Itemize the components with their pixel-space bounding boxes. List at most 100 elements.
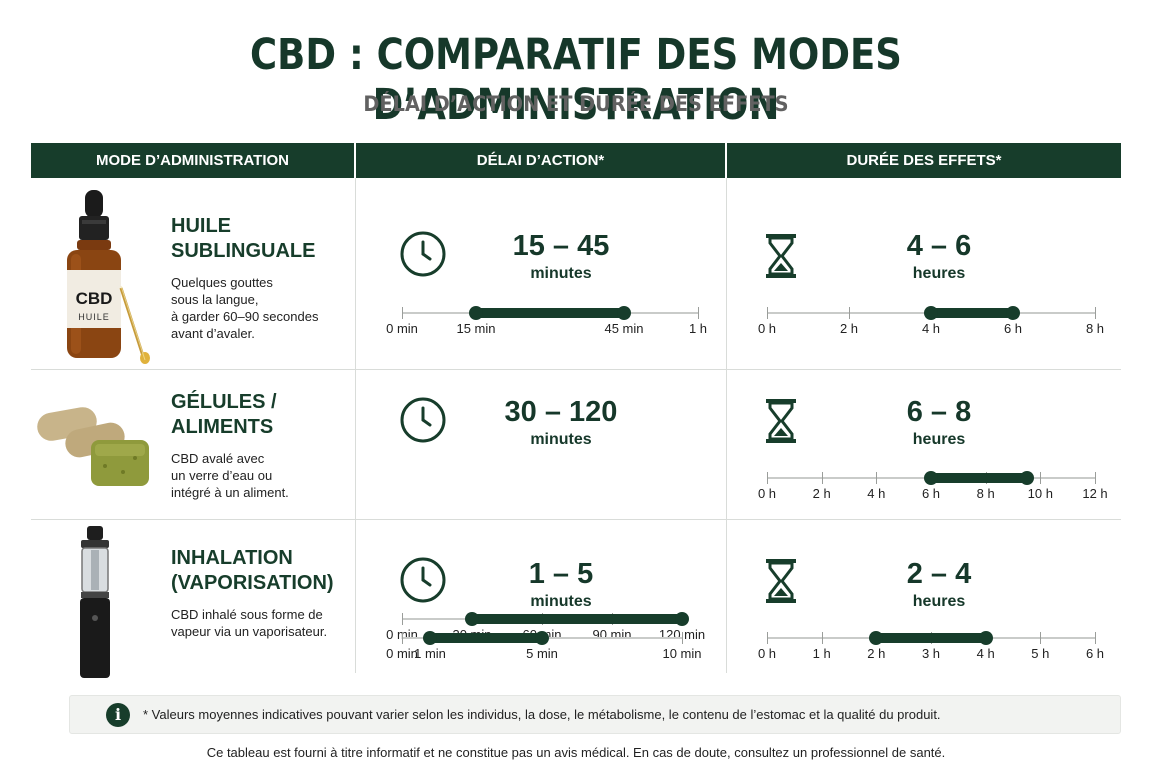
timeline-tick [402, 613, 403, 625]
timeline-range-bar [476, 308, 624, 318]
timeline-tick [698, 307, 699, 319]
timeline-tick [1040, 632, 1042, 644]
timeline-range-start [465, 612, 479, 626]
duration-value: 6 – 8 [906, 396, 972, 428]
table-row: INHALATION (VAPORISATION) CBD inhalé sou… [31, 520, 1121, 678]
duration-value: 4 – 6 [906, 230, 972, 262]
capsules-image [37, 407, 149, 486]
mode-name: INHALATION (VAPORISATION) [171, 547, 334, 594]
timeline-tick-label: 1 h [688, 321, 708, 336]
timeline-tick-label: 1 min [414, 646, 446, 661]
timeline-tick-label: 0 min [386, 321, 418, 336]
mode-description: Quelques gouttes sous la langue, à garde… [171, 275, 319, 341]
duration-value: 2 – 4 [906, 558, 972, 590]
timeline-range-start [869, 631, 884, 645]
timeline-tick [849, 307, 850, 319]
header-delay: DÉLAI D’ACTION* [356, 143, 725, 178]
timeline-tick-label: 0 min [386, 646, 418, 661]
timeline-range-end [978, 631, 993, 645]
timeline-tick [821, 472, 823, 484]
timeline-tick [1040, 472, 1042, 484]
clock-icon [400, 397, 446, 443]
timeline-range-start [423, 631, 437, 645]
delay-timeline: 0 min 1 min 5 min 10 min [386, 629, 702, 661]
timeline-range-end [675, 612, 689, 626]
timeline-tick [821, 632, 823, 644]
timeline-tick-label: 0 h [757, 486, 777, 501]
timeline-tick-label: 12 h [1082, 486, 1108, 501]
timeline-tick-label: 4 h [976, 646, 995, 661]
timeline-tick-label: 2 h [839, 321, 859, 336]
row-divider [31, 369, 1121, 370]
timeline-range-end [535, 631, 549, 645]
timeline-tick-label: 45 min [604, 321, 644, 336]
timeline-tick-label: 15 min [456, 321, 496, 336]
timeline-tick-label: 6 h [1085, 646, 1105, 661]
timeline-tick-label: 2 h [867, 646, 886, 661]
header-duration: DURÉE DES EFFETS* [727, 143, 1121, 178]
medical-disclaimer: Ce tableau est fourni à titre informatif… [206, 745, 946, 760]
duration-timeline: 0 h 2 h 4 h 6 h 8 h [758, 304, 1104, 336]
timeline-tick-label: 2 h [812, 486, 831, 501]
timeline-tick-label: 8 h [1085, 321, 1105, 336]
mode-description: CBD inhalé sous forme de vapeur via un v… [171, 607, 328, 639]
hourglass-icon [766, 559, 796, 603]
mode-name: HUILE SUBLINGUALE [171, 215, 316, 262]
timeline-range-bar [876, 633, 986, 643]
duration-timeline: 0 h 1 h 2 h 3 h 4 h 5 h 6 h [758, 629, 1104, 661]
timeline-tick-label: 8 h [976, 486, 995, 501]
timeline-range-end [1019, 471, 1034, 485]
delay-unit: minutes [530, 431, 592, 448]
duration-unit: heures [912, 431, 966, 448]
timeline-tick [1095, 632, 1096, 644]
delay-unit: minutes [530, 265, 592, 282]
timeline-tick [1095, 307, 1096, 319]
timeline-range-end [617, 306, 631, 320]
vaporizer-image [80, 526, 110, 678]
column-divider [726, 178, 727, 673]
duration-timeline: 0 h 2 h 4 h 6 h 8 h 10 h 12 h [758, 469, 1108, 501]
timeline-tick-label: 4 h [921, 321, 941, 336]
timeline-range-bar [430, 633, 542, 643]
page-subtitle: DÉLAI D’ACTION ET DURÉE DES EFFETS [363, 92, 789, 116]
delay-value: 15 – 45 [512, 230, 610, 262]
timeline-tick-label: 1 h [812, 646, 831, 661]
comparison-table: MODE D’ADMINISTRATION DÉLAI D’ACTION* DU… [31, 143, 1121, 678]
timeline-range-bar [931, 308, 1013, 318]
timeline-tick [767, 472, 768, 484]
timeline-tick [402, 307, 403, 319]
timeline-range-start [924, 306, 938, 320]
timeline-tick-label: 3 h [921, 646, 941, 661]
row-divider [31, 519, 1121, 520]
timeline-tick [767, 307, 768, 319]
footnote-box: i * Valeurs moyennes indicatives pouvant… [69, 695, 1121, 734]
timeline-tick [682, 632, 683, 644]
footnote-text: * Valeurs moyennes indicatives pouvant v… [143, 707, 941, 722]
timeline-range-bar [931, 473, 1027, 483]
mode-name: GÉLULES / ALIMENTS [171, 391, 277, 438]
timeline-tick [402, 632, 403, 644]
timeline-tick [876, 472, 878, 484]
timeline-tick-label: 10 min [662, 646, 702, 661]
timeline-tick-label: 0 h [757, 646, 777, 661]
timeline-range-bar [472, 614, 682, 624]
table-row: GÉLULES / ALIMENTS CBD avalé avec un ver… [31, 370, 1121, 642]
table-row: CBD HUILE HUILE SUBLINGUALE Quelques gou… [31, 178, 1121, 369]
clock-icon [400, 231, 446, 277]
duration-unit: heures [912, 265, 966, 282]
bottle-label: CBD [75, 289, 113, 308]
timeline-tick-label: 10 h [1027, 486, 1053, 501]
timeline-tick-label: 5 h [1031, 646, 1050, 661]
timeline-tick-label: 6 h [1003, 321, 1023, 336]
timeline-range-start [924, 471, 938, 485]
delay-unit: minutes [530, 593, 592, 610]
timeline-tick-label: 5 min [526, 646, 558, 661]
duration-unit: heures [912, 593, 966, 610]
timeline-tick-label: 0 h [757, 321, 777, 336]
bottle-sublabel: HUILE [78, 312, 110, 322]
delay-timeline: 0 min 15 min 45 min 1 h [386, 304, 707, 336]
info-icon: i [106, 703, 130, 727]
timeline-tick [1095, 472, 1096, 484]
delay-value: 30 – 120 [504, 396, 618, 428]
hourglass-icon [766, 399, 796, 443]
